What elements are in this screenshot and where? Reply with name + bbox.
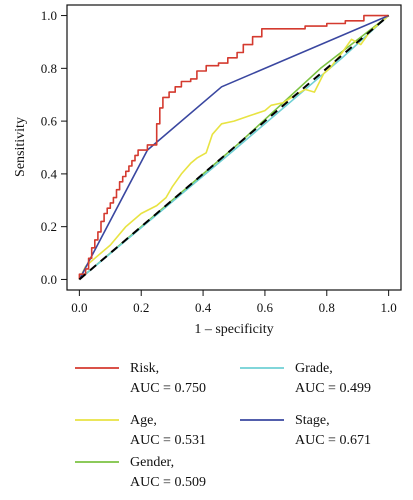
legend-label-risk: Risk, <box>130 361 159 376</box>
x-tick-label: 0.6 <box>257 300 274 315</box>
x-tick-label: 0.4 <box>195 300 212 315</box>
legend-label-age: Age, <box>130 413 157 428</box>
legend-label-stage: Stage, <box>295 413 330 428</box>
plot-frame <box>66 4 402 291</box>
legend-auc-age: AUC = 0.531 <box>130 433 206 448</box>
reference-diagonal <box>78 14 390 281</box>
x-axis-label: 1 – specificity <box>194 322 273 337</box>
x-tick-label: 0.2 <box>133 300 149 315</box>
y-tick-label: 0.6 <box>41 114 58 129</box>
x-tick-label: 0.0 <box>71 300 87 315</box>
y-tick-label: 0.2 <box>41 219 57 234</box>
roc-line-age <box>78 14 390 280</box>
legend-auc-stage: AUC = 0.671 <box>295 433 371 448</box>
roc-line-risk <box>78 14 389 280</box>
legend-auc-gender: AUC = 0.509 <box>130 475 206 490</box>
legend-label-gender: Gender, <box>130 455 174 470</box>
y-tick-label: 0.0 <box>41 272 57 287</box>
legend: Risk, AUC = 0.750 Age, AUC = 0.531 Gender, AU… <box>75 361 371 490</box>
y-tick-label: 0.4 <box>41 166 58 181</box>
x-tick-label: 0.8 <box>319 300 335 315</box>
legend-auc-risk: AUC = 0.750 <box>130 381 206 396</box>
x-tick-label: 1.0 <box>381 300 397 315</box>
legend-auc-grade: AUC = 0.499 <box>295 381 371 396</box>
y-tick-label: 1.0 <box>41 8 57 23</box>
plot-area <box>78 14 390 281</box>
y-tick-label: 0.8 <box>41 61 57 76</box>
y-axis-label: Sensitivity <box>13 117 28 177</box>
legend-label-grade: Grade, <box>295 361 333 376</box>
axis-ticks: 0.0 0.2 0.4 0.6 0.8 1.0 0.0 0.2 0.4 0.6 0.8 1.0 <box>41 8 397 315</box>
roc-line-stage <box>78 14 389 280</box>
